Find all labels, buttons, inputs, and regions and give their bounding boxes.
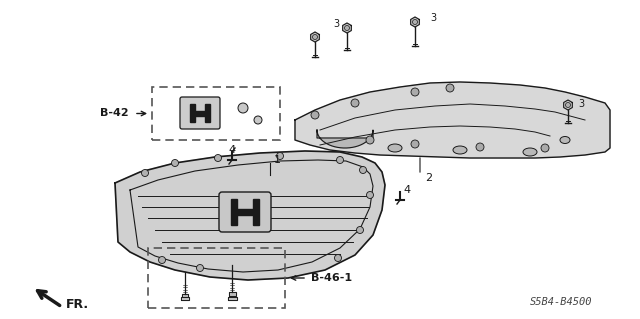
Circle shape: [356, 226, 364, 234]
Circle shape: [335, 255, 342, 262]
Ellipse shape: [388, 144, 402, 152]
Polygon shape: [411, 17, 419, 27]
Circle shape: [312, 34, 317, 40]
Circle shape: [446, 84, 454, 92]
Circle shape: [337, 157, 344, 164]
Circle shape: [411, 140, 419, 148]
Ellipse shape: [523, 148, 537, 156]
Text: 2: 2: [425, 173, 432, 183]
Polygon shape: [228, 292, 236, 296]
Polygon shape: [253, 199, 259, 225]
Polygon shape: [181, 297, 189, 300]
Text: B-42: B-42: [100, 108, 129, 118]
Text: 4: 4: [403, 185, 410, 195]
Polygon shape: [564, 100, 572, 110]
Polygon shape: [115, 151, 385, 280]
Polygon shape: [310, 32, 319, 42]
Circle shape: [344, 26, 349, 31]
Bar: [152, 87, 280, 140]
Circle shape: [367, 191, 374, 198]
Text: 3: 3: [333, 19, 339, 29]
Circle shape: [413, 19, 417, 25]
FancyBboxPatch shape: [180, 97, 220, 129]
Polygon shape: [182, 293, 188, 297]
Circle shape: [541, 144, 549, 152]
Text: 3: 3: [430, 13, 436, 23]
Ellipse shape: [560, 137, 570, 144]
Polygon shape: [227, 296, 237, 300]
Polygon shape: [231, 199, 237, 225]
FancyBboxPatch shape: [219, 192, 271, 232]
Circle shape: [238, 103, 248, 113]
Circle shape: [476, 143, 484, 151]
Circle shape: [366, 136, 374, 144]
Circle shape: [311, 111, 319, 119]
Polygon shape: [195, 110, 205, 115]
Circle shape: [141, 169, 148, 176]
Circle shape: [351, 99, 359, 107]
Ellipse shape: [453, 146, 467, 154]
Text: B-46-1: B-46-1: [311, 273, 352, 283]
Polygon shape: [205, 104, 210, 122]
Text: 4: 4: [228, 145, 236, 155]
Text: 1: 1: [274, 155, 281, 165]
Text: FR.: FR.: [66, 299, 89, 311]
Circle shape: [276, 152, 284, 160]
Circle shape: [196, 264, 204, 271]
Circle shape: [566, 102, 570, 108]
Polygon shape: [342, 23, 351, 33]
Circle shape: [159, 256, 166, 263]
Polygon shape: [295, 82, 610, 158]
Circle shape: [254, 116, 262, 124]
Circle shape: [411, 88, 419, 96]
Polygon shape: [237, 209, 253, 215]
Circle shape: [214, 154, 221, 161]
Text: 3: 3: [578, 99, 584, 109]
Polygon shape: [317, 130, 373, 148]
Polygon shape: [190, 104, 195, 122]
Circle shape: [360, 167, 367, 174]
Bar: [148, 248, 285, 308]
Text: S5B4-B4500: S5B4-B4500: [530, 297, 593, 307]
Circle shape: [172, 160, 179, 167]
